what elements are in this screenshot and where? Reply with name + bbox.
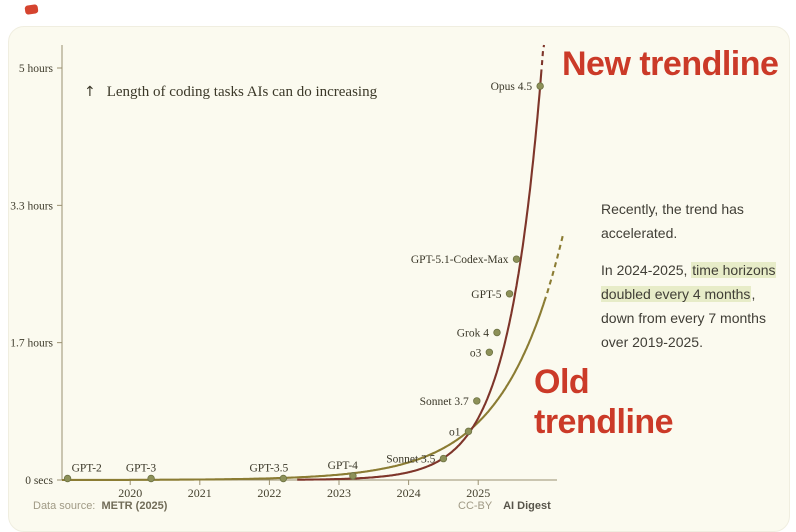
data-point [464,427,473,436]
y-axis-tick-label: 5 hours [19,63,54,75]
data-source: Data source: METR (2025) [33,500,167,512]
data-point [512,255,521,263]
new-trendline-dashed [540,44,546,66]
side-paragraph-2: In 2024-2025, time horizons doubled ever… [601,258,781,354]
data-point [147,474,155,483]
attribution: CC-BY AI Digest [458,500,551,512]
data-point [473,397,481,405]
data-point-label: Sonnet 3.5 [386,454,435,466]
old-trendline-dashed [543,233,565,302]
y-axis-tick-label: 3.3 hours [10,200,53,212]
x-axis-tick-label: 2021 [188,486,212,500]
data-point-label: o3 [470,347,482,359]
data-point-label: Grok 4 [457,328,490,340]
data-point-label: o1 [449,426,461,438]
data-point [536,82,544,90]
data-point [439,454,448,463]
data-point [485,348,494,356]
old-trendline-solid [62,301,546,482]
x-axis-tick-label: 2024 [397,486,421,500]
y-axis-tick-label: 0 secs [25,475,53,487]
data-point-label: GPT-5 [471,289,501,301]
data-point [493,328,501,337]
x-axis-tick-label: 2025 [466,486,490,500]
chart-card [8,26,790,532]
side-paragraph-2-suffix: , down from every 7 months over 2019-202… [601,286,766,350]
data-point-label: GPT-4 [328,460,358,472]
data-point [279,474,288,483]
data-point [349,472,357,480]
data-point-label: GPT-3.5 [249,463,288,475]
data-source-label: Data source: [33,500,96,512]
chart-note: ↑ Length of coding tasks AIs can do incr… [84,84,377,101]
data-source-value: METR (2025) [101,500,168,512]
new-trendline-label: New trendline [562,45,779,83]
old-trendline-label: Old trendline [534,363,674,442]
x-axis-tick-label: 2022 [257,486,281,500]
license-label: CC-BY [458,500,493,512]
data-point-label: Sonnet 3.7 [420,396,469,408]
brand-label: AI Digest [503,500,551,512]
data-point-label: GPT-2 [72,463,102,475]
data-point [63,474,72,483]
data-point-label: GPT-5.1-Codex-Max [411,254,509,266]
up-arrow-icon: ↑ [84,84,96,100]
y-axis-tick-label: 1.7 hours [10,338,53,350]
new-trendline-solid [297,69,543,481]
side-commentary: Recently, the trend has accelerated. In … [601,197,781,367]
data-point-label: GPT-3 [126,463,156,475]
x-axis-tick-label: 2023 [327,486,351,500]
data-point-label: Opus 4.5 [491,81,533,93]
side-paragraph-2-prefix: In 2024-2025, [601,262,692,278]
x-axis-tick-label: 2020 [118,486,142,500]
data-point [505,290,514,298]
side-paragraph-1: Recently, the trend has accelerated. [601,201,744,241]
chart-note-text: Length of coding tasks AIs can do increa… [106,84,378,100]
